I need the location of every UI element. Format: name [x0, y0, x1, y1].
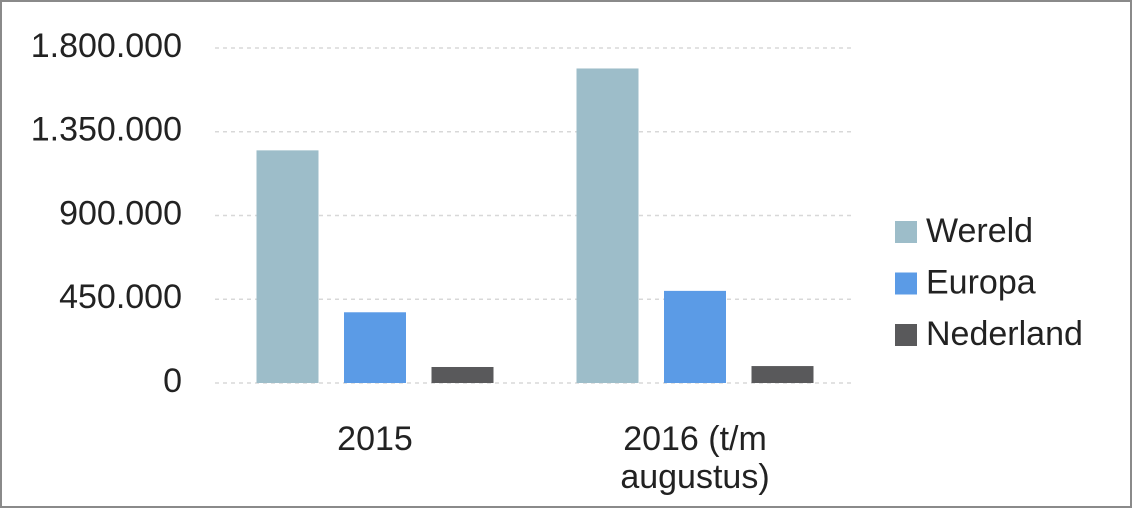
bar: [576, 68, 639, 383]
legend-swatch: [895, 324, 917, 346]
x-tick-label: 2015: [337, 420, 413, 458]
bar: [751, 366, 814, 383]
y-tick-label: 1.350.000: [31, 111, 182, 149]
bar: [256, 150, 319, 383]
y-tick-label: 900.000: [59, 194, 182, 232]
bar: [664, 290, 726, 383]
bar: [431, 366, 494, 383]
y-tick-label: 1.800.000: [31, 27, 182, 65]
bar: [344, 312, 406, 383]
legend-label: Nederland: [926, 315, 1083, 353]
legend-label: Europa: [926, 263, 1036, 301]
legend-swatch: [895, 272, 917, 295]
y-tick-label: 450.000: [59, 278, 182, 316]
legend-label: Wereld: [926, 212, 1033, 250]
x-tick-label: 2016 (t/m augustus): [620, 420, 770, 496]
legend-swatch: [895, 221, 917, 243]
y-tick-label: 0: [163, 362, 182, 400]
